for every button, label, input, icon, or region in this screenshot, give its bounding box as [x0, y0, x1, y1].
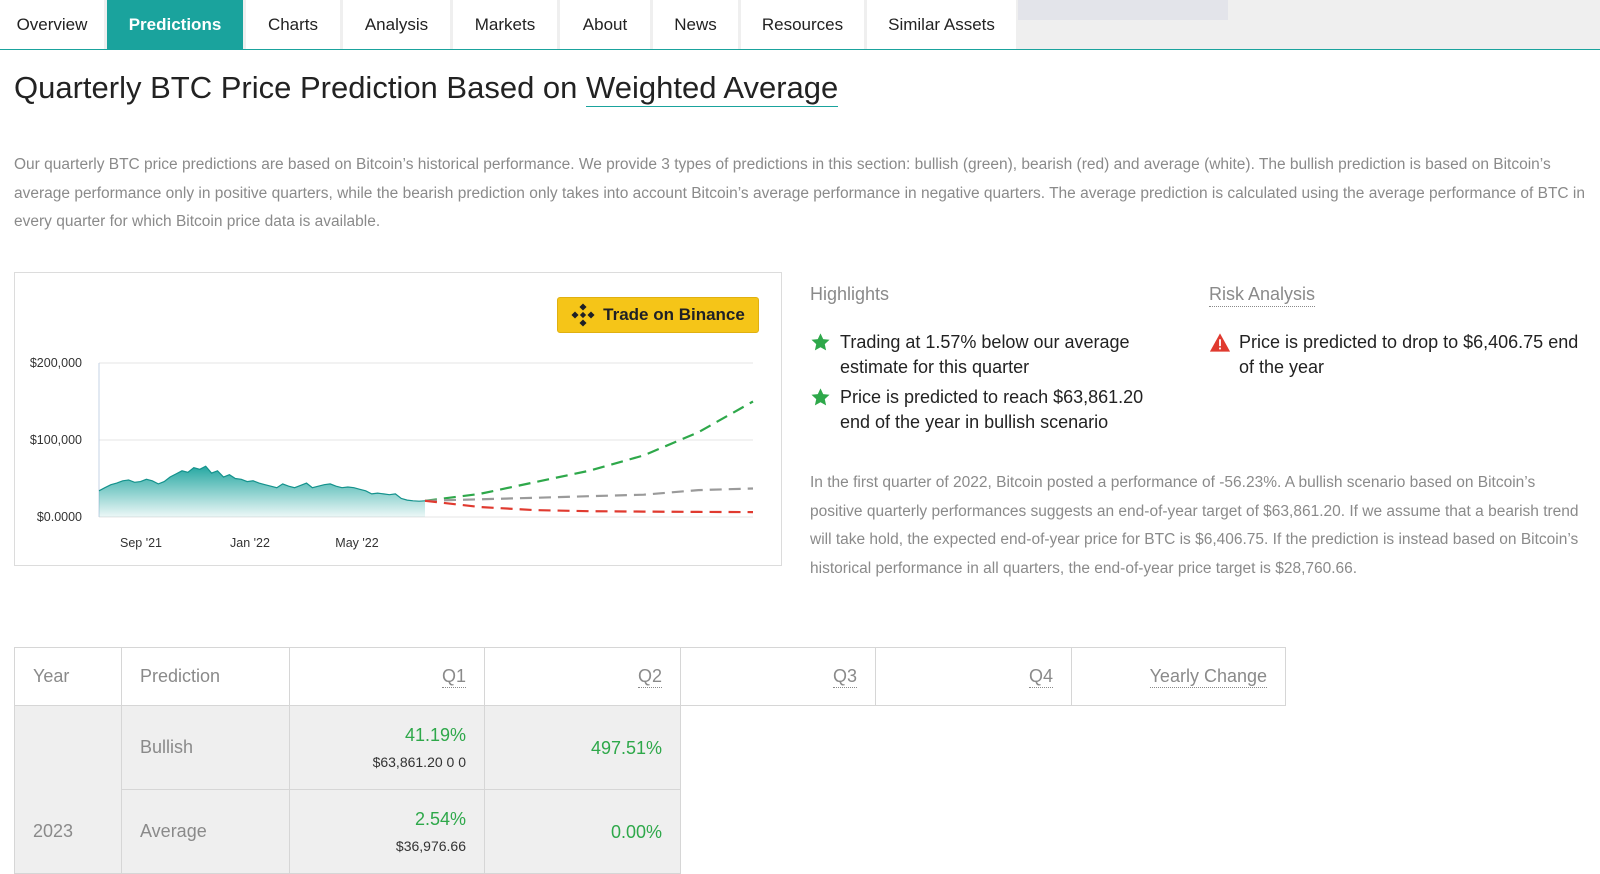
col-header-q3[interactable]: Q3	[680, 647, 876, 706]
chart-svg: $200,000 $100,000 $0.0000 Sep '21 Jan '22 Ma…	[30, 356, 754, 550]
tab-about[interactable]: About	[560, 0, 650, 49]
col-header-q1-label: Q1	[441, 666, 466, 688]
tab-resources[interactable]: Resources	[741, 0, 864, 49]
table-header-row: Year Prediction Q1 Q2 Q3 Q4 Yearly Chang…	[14, 647, 1286, 706]
tab-placeholder	[1018, 0, 1228, 20]
table-row: 2023 Bullish 41.19% $63,861.20 0 0 497.5…	[14, 705, 1286, 874]
q1-price: $36,976.66	[395, 837, 466, 854]
tab-overview[interactable]: Overview	[0, 0, 104, 49]
tab-bar: Overview Predictions Charts Analysis Mar…	[0, 0, 1600, 50]
intro-paragraph: Our quarterly BTC price predictions are …	[14, 156, 1585, 230]
tab-charts[interactable]: Charts	[246, 0, 340, 49]
page-title-text: Quarterly BTC Price Prediction Based on	[14, 70, 587, 105]
star-icon	[810, 385, 832, 435]
star-icon	[810, 330, 832, 380]
q2-cell: 0.00%	[484, 789, 681, 874]
tab-predictions[interactable]: Predictions	[107, 0, 243, 49]
history-line	[98, 465, 426, 502]
trade-on-binance-button[interactable]: Trade on Binance	[557, 297, 759, 333]
tab-news[interactable]: News	[653, 0, 738, 49]
col-header-q2[interactable]: Q2	[484, 647, 681, 706]
x-tick-label: Sep '21	[120, 536, 162, 550]
bearish-projection-line	[424, 499, 754, 514]
x-tick-label: May '22	[335, 536, 378, 550]
y-tick-label: $0.0000	[37, 510, 82, 524]
q2-percent: 0.00%	[610, 821, 662, 842]
highlight-item: Trading at 1.57% below our average estim…	[810, 330, 1170, 380]
q1-price: $63,861.20 0 0	[372, 753, 466, 770]
q1-cell: 41.19% $63,861.20 0 0	[289, 705, 485, 790]
tab-markets[interactable]: Markets	[453, 0, 557, 49]
y-tick-label: $200,000	[30, 356, 82, 370]
highlights-heading: Highlights	[810, 284, 890, 304]
analysis-paragraph: In the first quarter of 2022, Bitcoin po…	[810, 474, 1579, 577]
col-header-yearly-change[interactable]: Yearly Change	[1071, 647, 1286, 706]
risk-item: Price is predicted to drop to $6,406.75 …	[1209, 330, 1579, 380]
col-header-q1[interactable]: Q1	[289, 647, 485, 706]
risk-analysis-heading[interactable]: Risk Analysis	[1209, 284, 1316, 307]
risk-text: Price is predicted to drop to $6,406.75 …	[1239, 332, 1579, 377]
tab-analysis[interactable]: Analysis	[343, 0, 450, 49]
x-axis-ticks: Sep '21 Jan '22 May '22	[120, 536, 379, 550]
col-header-yearly-change-label: Yearly Change	[1149, 666, 1267, 688]
highlight-text: Trading at 1.57% below our average estim…	[840, 332, 1130, 377]
warning-icon	[1209, 330, 1231, 380]
col-header-year: Year	[14, 647, 122, 706]
y-axis-ticks: $200,000 $100,000 $0.0000	[30, 356, 82, 524]
page-title: Quarterly BTC Price Prediction Based on …	[14, 70, 839, 107]
bullish-projection-line	[424, 400, 754, 502]
chart-series	[98, 400, 754, 517]
weighted-average-link[interactable]: Weighted Average	[586, 70, 839, 107]
q1-percent: 41.19%	[404, 724, 466, 745]
col-header-q2-label: Q2	[637, 666, 662, 688]
col-header-q3-label: Q3	[832, 666, 857, 688]
tab-similar-assets[interactable]: Similar Assets	[867, 0, 1016, 49]
col-header-q4[interactable]: Q4	[875, 647, 1072, 706]
q2-percent: 497.51%	[590, 737, 662, 758]
prediction-label-cell: Bullish	[121, 705, 290, 790]
binance-icon	[571, 303, 595, 327]
average-projection-line	[424, 487, 754, 502]
table-row: Average 2.54% $36,976.66 0.00%	[15, 789, 1286, 874]
col-header-prediction: Prediction	[121, 647, 290, 706]
highlight-item: Price is predicted to reach $63,861.20 e…	[810, 385, 1170, 435]
q1-percent: 2.54%	[414, 808, 466, 829]
y-tick-label: $100,000	[30, 433, 82, 447]
q2-cell: 497.51%	[484, 705, 681, 790]
prediction-table: Year Prediction Q1 Q2 Q3 Q4 Yearly Chang…	[14, 647, 1286, 874]
history-area	[99, 466, 425, 517]
year-cell: 2023	[14, 705, 122, 874]
prediction-chart: $200,000 $100,000 $0.0000 Sep '21 Jan '22 Ma…	[14, 272, 782, 566]
q1-cell: 2.54% $36,976.66	[289, 789, 485, 874]
x-tick-label: Jan '22	[230, 536, 270, 550]
prediction-label-cell: Average	[121, 789, 290, 874]
highlight-text: Price is predicted to reach $63,861.20 e…	[840, 387, 1144, 432]
trade-on-binance-label: Trade on Binance	[603, 305, 745, 324]
col-header-q4-label: Q4	[1028, 666, 1053, 688]
